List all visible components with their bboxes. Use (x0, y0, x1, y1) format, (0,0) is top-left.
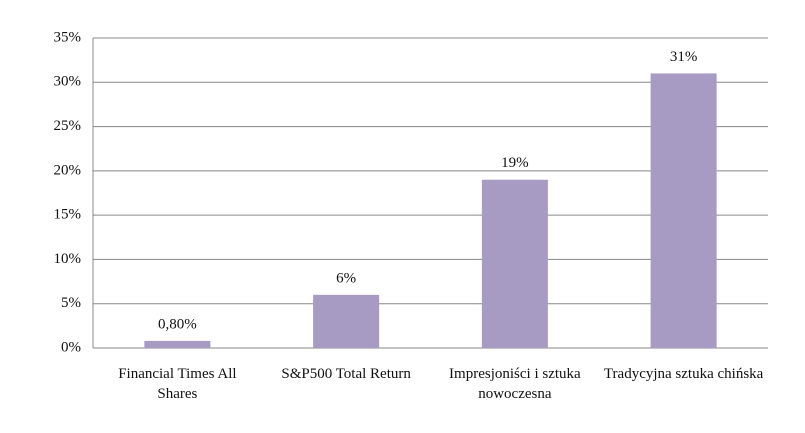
bar (481, 179, 548, 348)
x-tick-label: S&P500 Total Return (281, 366, 411, 382)
y-tick-label: 5% (61, 295, 81, 311)
x-tick-label: Financial Times All Shares (118, 366, 237, 402)
y-tick-label: 10% (54, 251, 82, 267)
bar (144, 340, 211, 348)
bar (313, 294, 380, 348)
y-tick-label: 25% (54, 118, 82, 134)
y-tick-label: 15% (54, 207, 82, 223)
x-tick-label: Impresjoniści i sztuka nowoczesna (449, 366, 581, 402)
y-tick-label: 20% (54, 162, 82, 178)
x-tick-label: Tradycyjna sztuka chińska (603, 366, 764, 382)
bar (650, 73, 717, 348)
value-label: 19% (501, 155, 529, 171)
y-tick-label: 35% (54, 29, 82, 45)
y-tick-label: 0% (61, 339, 81, 355)
value-label: 6% (336, 270, 356, 286)
value-label: 0,80% (158, 316, 197, 332)
value-label: 31% (670, 49, 698, 65)
y-tick-label: 30% (54, 74, 82, 90)
